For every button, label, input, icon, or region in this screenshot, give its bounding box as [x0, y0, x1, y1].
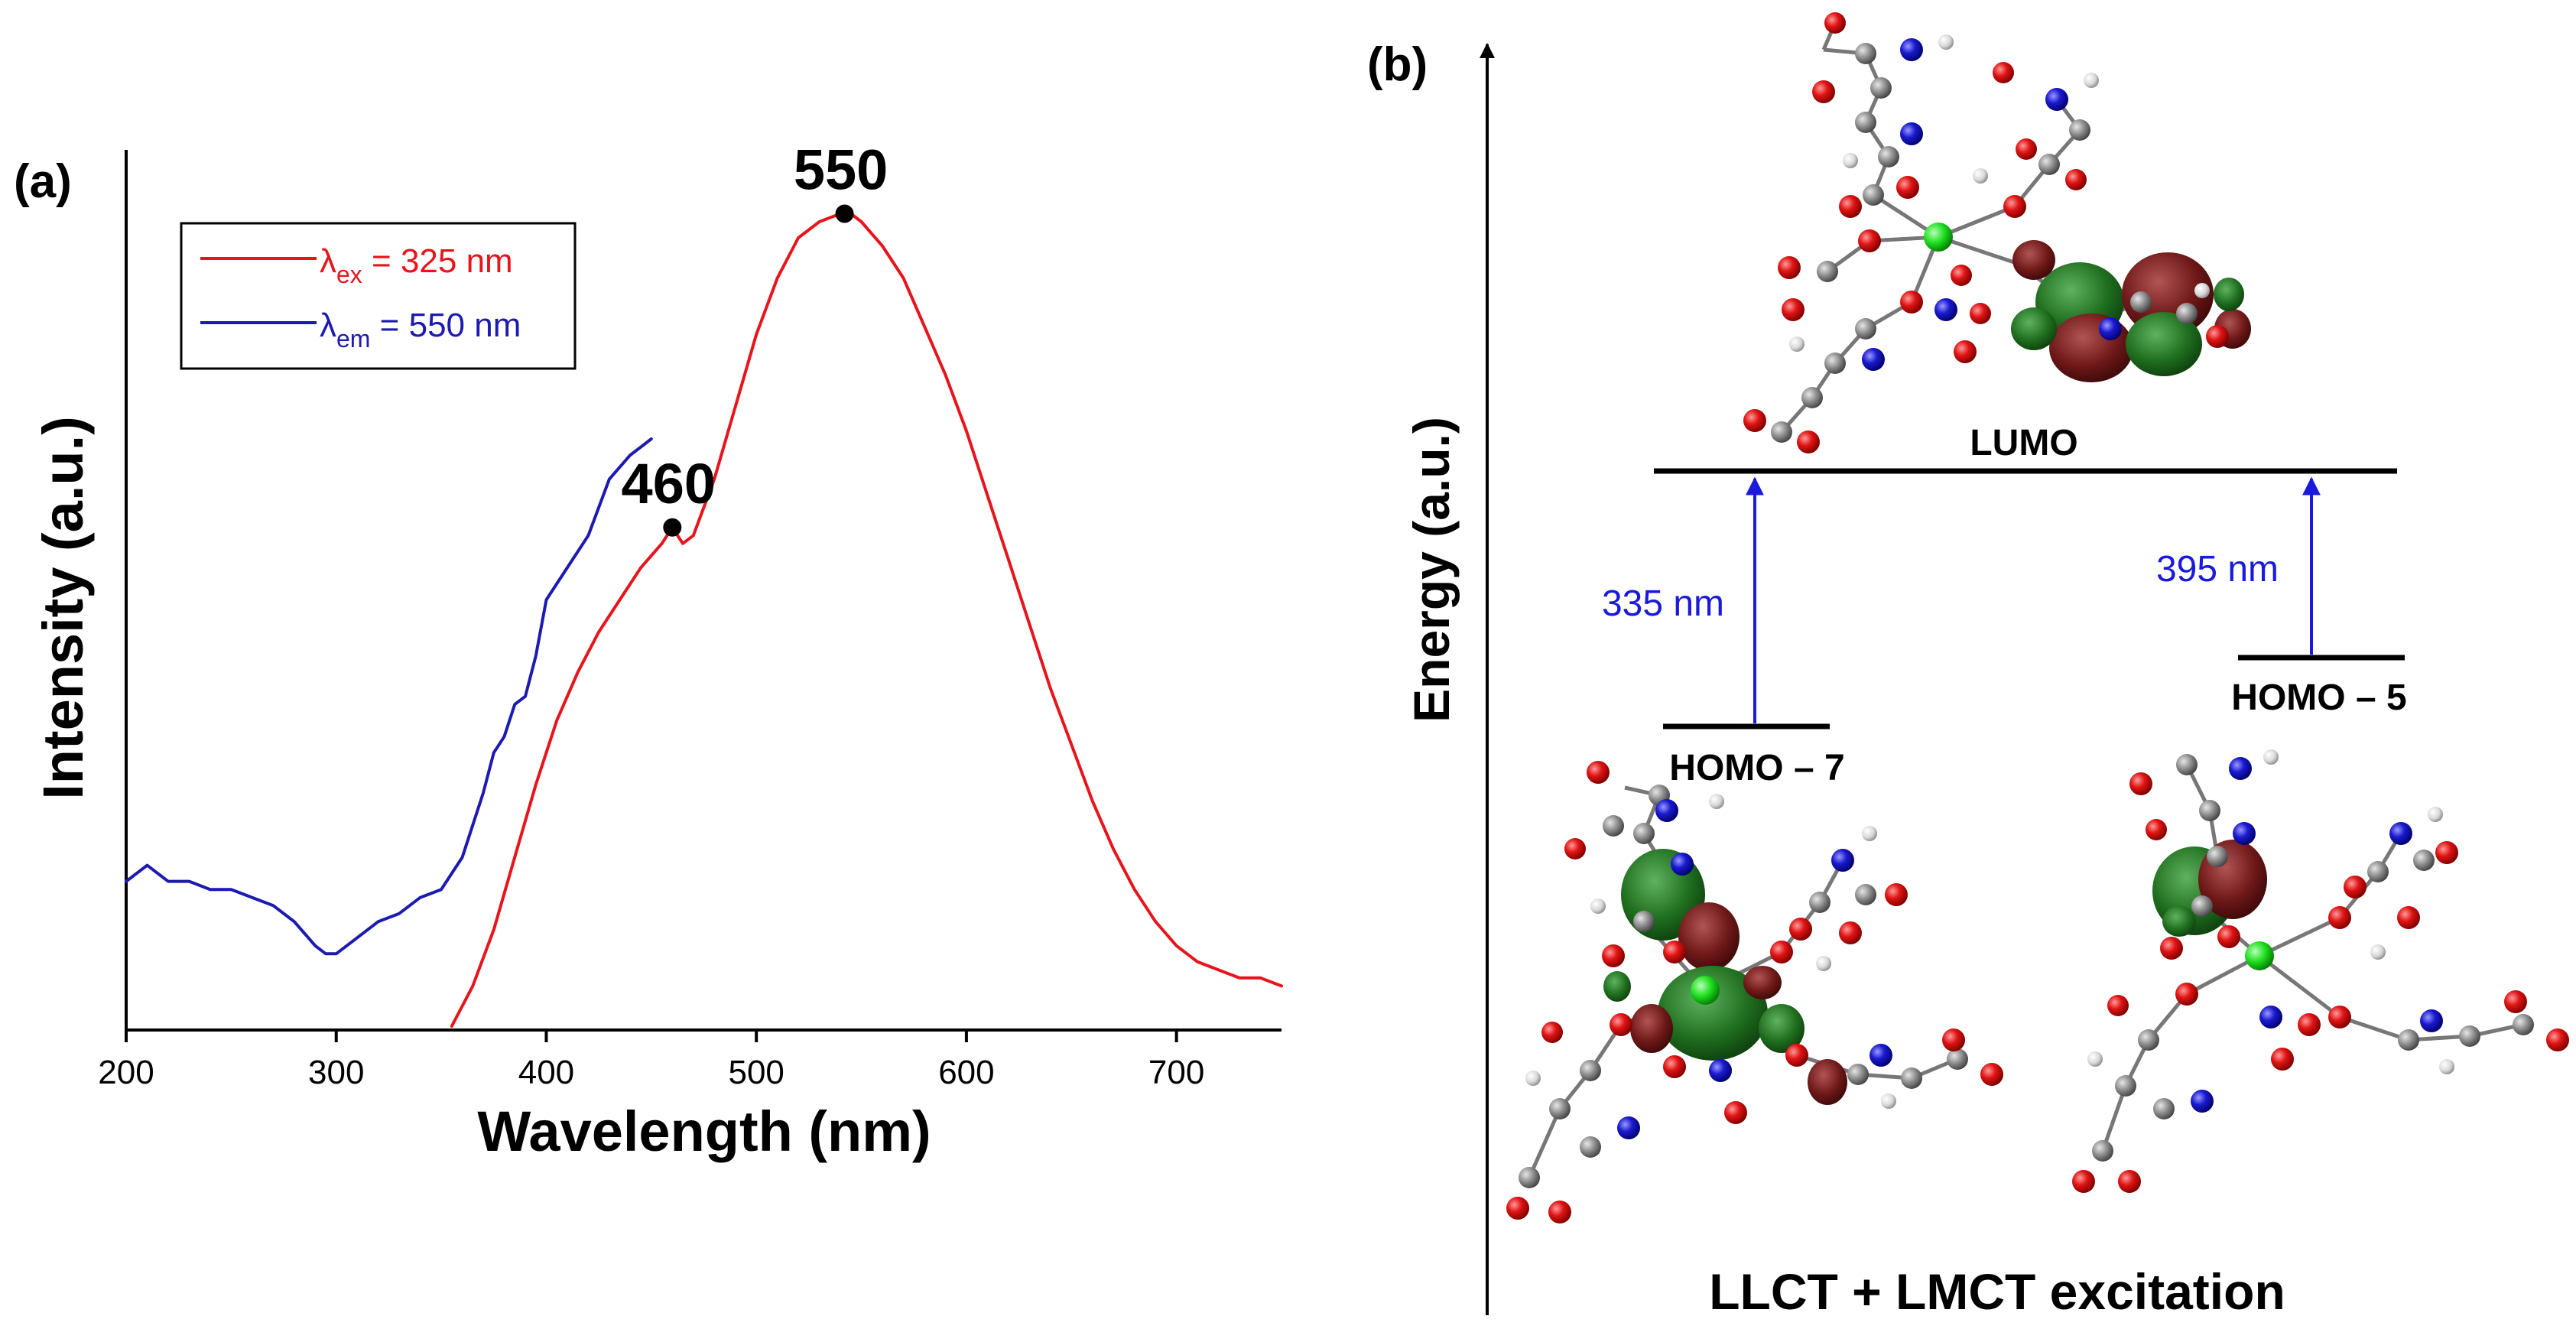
- legend: λex = 325 nm λem = 550 nm: [180, 222, 577, 370]
- legend-label-excitation: λex = 325 nm: [320, 242, 513, 288]
- x-tick-label-200: 200: [98, 1054, 154, 1091]
- peak-annotations: 460 550: [622, 138, 888, 537]
- transition-label-335: 335 nm: [1602, 583, 1724, 624]
- x-axis-tick-labels: 200 300 400 500 600 700: [98, 1054, 1204, 1091]
- peak-label-460: 460: [622, 452, 716, 515]
- peak-marker-550: [835, 204, 854, 223]
- x-tick-label-500: 500: [728, 1054, 784, 1091]
- excitation-series-line: [450, 212, 1283, 1028]
- energy-axis-label: Energy (a.u.): [1403, 417, 1460, 723]
- peak-marker-460: [663, 518, 682, 537]
- homo-5-label: HOMO – 5: [2231, 677, 2406, 718]
- emission-series-line: [125, 437, 653, 956]
- lumo-label: LUMO: [1970, 423, 2077, 463]
- x-axis-ticks: [125, 1030, 1178, 1042]
- panel-b: (b) Energy (a.u.): [1367, 12, 2569, 1320]
- panel-b-label: (b): [1367, 38, 1428, 91]
- transition-label-395: 395 nm: [2156, 549, 2279, 590]
- lumo-molecule-image: [1743, 12, 2251, 453]
- x-tick-label-300: 300: [308, 1054, 364, 1091]
- x-tick-label-700: 700: [1148, 1054, 1204, 1091]
- panel-a: (a) 200 300 400 500 600 700 Wavelength (nm) I…: [14, 138, 1283, 1163]
- panel-a-label: (a): [14, 155, 72, 208]
- homo-7-molecule-image: [1506, 761, 2003, 1223]
- excitation-caption: LLCT + LMCT excitation: [1709, 1263, 2285, 1320]
- x-tick-label-600: 600: [938, 1054, 994, 1091]
- homo-7-label: HOMO – 7: [1669, 748, 1844, 788]
- legend-label-emission: λem = 550 nm: [320, 307, 521, 353]
- y-axis-label: Intensity (a.u.): [31, 416, 95, 800]
- x-axis-label: Wavelength (nm): [477, 1100, 931, 1163]
- peak-label-550: 550: [794, 138, 888, 201]
- legend-box: [180, 222, 577, 370]
- x-tick-label-400: 400: [518, 1054, 574, 1091]
- homo-5-molecule-image: [2072, 749, 2569, 1193]
